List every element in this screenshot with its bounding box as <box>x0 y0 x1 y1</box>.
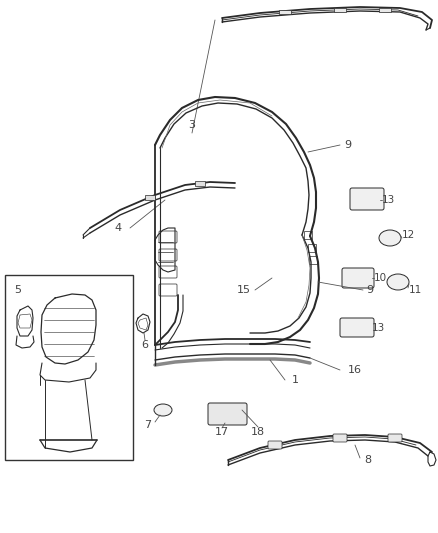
FancyBboxPatch shape <box>208 403 247 425</box>
Bar <box>50 302 88 312</box>
Bar <box>50 315 88 327</box>
Text: 9: 9 <box>366 285 373 295</box>
Text: 18: 18 <box>251 427 265 437</box>
Bar <box>145 195 155 200</box>
Text: 12: 12 <box>400 230 413 240</box>
Ellipse shape <box>386 274 408 290</box>
Text: 8: 8 <box>364 455 371 465</box>
Text: 16: 16 <box>347 365 361 375</box>
Text: 15: 15 <box>237 285 251 295</box>
Bar <box>50 342 88 353</box>
Text: 11: 11 <box>407 285 420 295</box>
Text: 5: 5 <box>14 285 21 295</box>
Bar <box>194 181 205 186</box>
Text: 6: 6 <box>141 340 148 350</box>
Bar <box>303 231 311 239</box>
Bar <box>279 10 290 14</box>
Text: 4: 4 <box>114 223 121 233</box>
Text: 17: 17 <box>215 427 229 437</box>
Ellipse shape <box>378 230 400 246</box>
FancyBboxPatch shape <box>341 268 373 288</box>
Text: 9: 9 <box>344 140 351 150</box>
Bar <box>333 8 345 12</box>
FancyBboxPatch shape <box>387 434 401 442</box>
Text: 10: 10 <box>373 273 386 283</box>
FancyBboxPatch shape <box>339 318 373 337</box>
Text: 1: 1 <box>291 375 298 385</box>
Bar <box>5 275 133 460</box>
Text: 13: 13 <box>381 195 394 205</box>
FancyBboxPatch shape <box>332 434 346 442</box>
Text: 13: 13 <box>371 323 384 333</box>
Bar <box>50 328 88 338</box>
Ellipse shape <box>154 404 172 416</box>
Bar <box>378 8 390 12</box>
Text: 7: 7 <box>144 420 151 430</box>
FancyBboxPatch shape <box>267 441 281 449</box>
FancyBboxPatch shape <box>349 188 383 210</box>
Bar <box>307 244 315 252</box>
Bar <box>308 256 316 264</box>
Text: 3: 3 <box>188 120 195 130</box>
